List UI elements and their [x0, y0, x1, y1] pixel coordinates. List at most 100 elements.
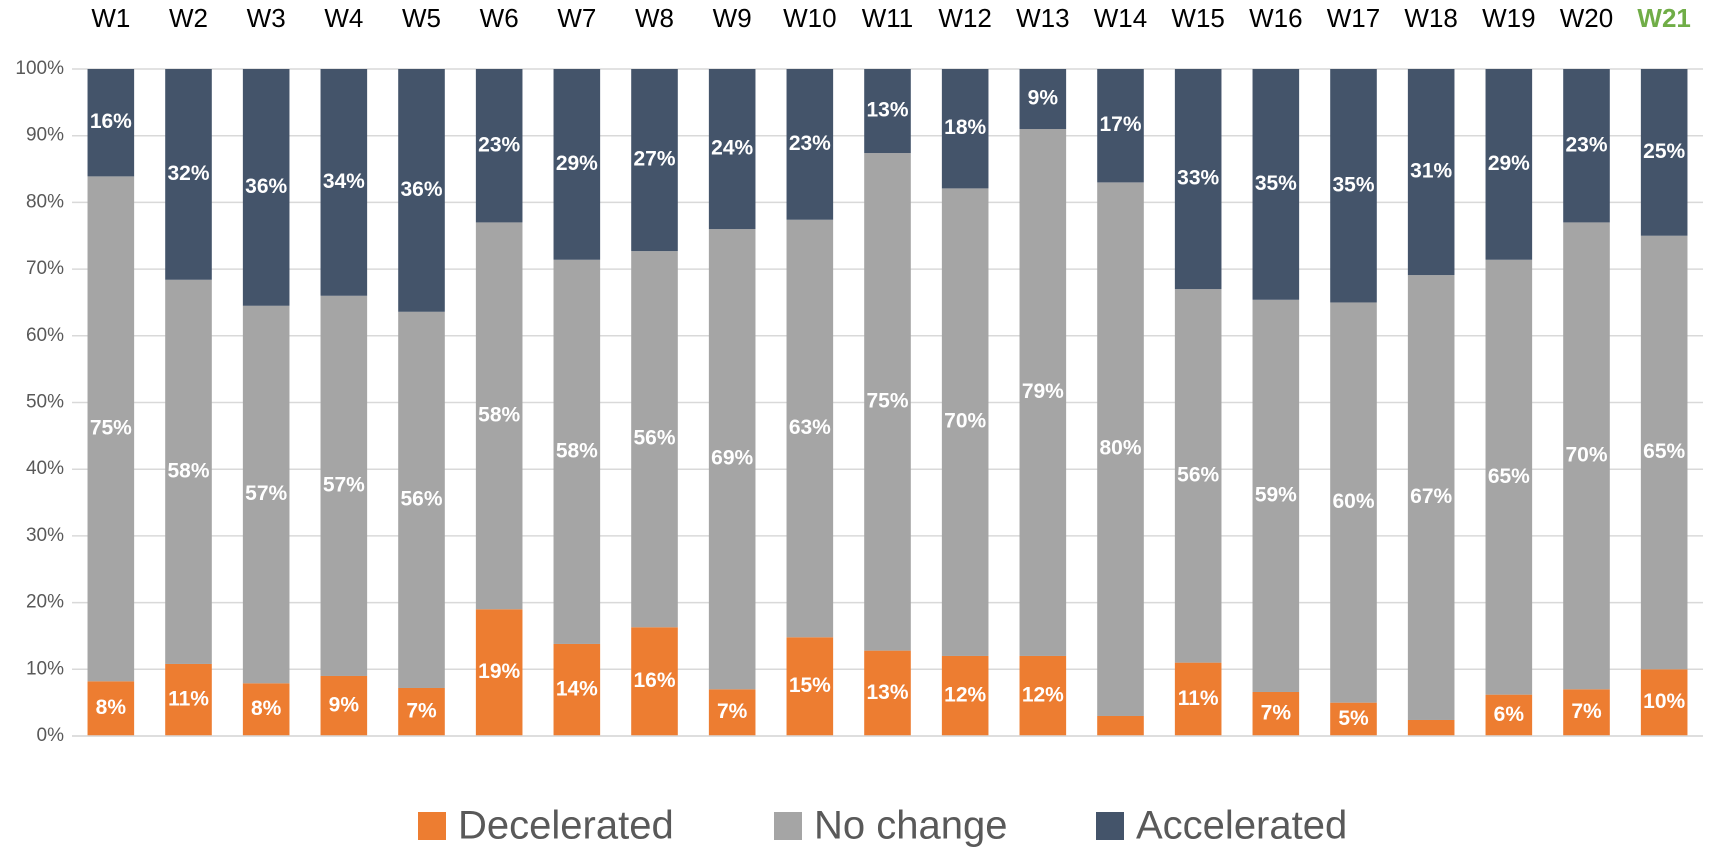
- bar-segment: [320, 675, 368, 736]
- x-tick-label: W13: [1016, 3, 1069, 33]
- value-label: 27%: [633, 148, 675, 171]
- x-tick-label: W15: [1171, 3, 1224, 33]
- bar-segment: [708, 229, 756, 690]
- bar-segment: [475, 609, 523, 736]
- bar-segment: [1563, 69, 1610, 223]
- value-label: 34%: [323, 170, 365, 193]
- y-tick-label: 0%: [37, 725, 65, 746]
- bar-segment: [786, 637, 834, 736]
- value-label: 58%: [167, 459, 209, 482]
- value-label: 35%: [1332, 173, 1374, 196]
- value-label: 24%: [711, 137, 753, 160]
- value-label: 23%: [789, 132, 831, 155]
- bar-segment: [242, 69, 290, 306]
- bar-segment: [786, 219, 834, 638]
- value-label: 63%: [789, 416, 831, 439]
- value-label: 13%: [866, 99, 908, 122]
- bar-segment: [1252, 691, 1300, 736]
- bar-segment: [708, 689, 756, 736]
- bar-segment: [1485, 259, 1533, 695]
- bar-segment: [1174, 662, 1222, 736]
- value-label: 16%: [633, 669, 675, 692]
- value-label: 8%: [96, 696, 127, 719]
- legend-label: No change: [814, 804, 1007, 848]
- value-label: 36%: [245, 175, 287, 198]
- bar-segment: [1563, 689, 1610, 736]
- bar-segment: [1252, 69, 1300, 300]
- bar-segment: [320, 295, 368, 676]
- bar-segment: [1407, 275, 1455, 720]
- bar-segment: [165, 279, 212, 664]
- value-label: 19%: [478, 660, 520, 683]
- bar-segment: [87, 681, 135, 736]
- value-label: 80%: [1099, 437, 1141, 460]
- bar-segment: [87, 69, 135, 177]
- value-label: 23%: [1565, 133, 1607, 156]
- x-tick-label: W11: [862, 3, 914, 33]
- value-label: 70%: [944, 410, 986, 433]
- bar-segment: [1485, 69, 1533, 260]
- x-tick-label: W2: [169, 3, 208, 33]
- bar-segment: [1640, 669, 1688, 736]
- x-tick-label: W18: [1404, 3, 1457, 33]
- value-label: 15%: [789, 674, 831, 697]
- bar-segment: [1174, 289, 1222, 663]
- bar-segment: [1097, 182, 1144, 716]
- bar-segment: [631, 627, 678, 736]
- value-label: 79%: [1022, 380, 1064, 403]
- bar-segment: [1174, 69, 1222, 290]
- bar-segment: [475, 69, 523, 223]
- x-tick-label: W16: [1249, 3, 1302, 33]
- bar-segment: [165, 663, 212, 736]
- x-tick-label: W9: [713, 3, 752, 33]
- bar-segment: [553, 259, 601, 644]
- value-label: 65%: [1643, 440, 1685, 463]
- value-label: 65%: [1488, 465, 1530, 488]
- bar-segment: [1330, 69, 1377, 303]
- x-tick-label: W7: [557, 3, 596, 33]
- x-tick-label: W14: [1094, 3, 1147, 33]
- bar-segment: [864, 650, 911, 736]
- value-label: 9%: [329, 694, 360, 717]
- value-label: 31%: [1410, 160, 1452, 183]
- x-tick-label: W10: [783, 3, 836, 33]
- bar-segment: [320, 69, 368, 296]
- x-tick-label: W6: [480, 3, 519, 33]
- value-label: 70%: [1565, 443, 1607, 466]
- bar-segment: [864, 153, 911, 651]
- value-label: 7%: [1261, 702, 1292, 725]
- value-label: 13%: [866, 681, 908, 704]
- value-label: 58%: [556, 439, 598, 462]
- value-label: 75%: [866, 389, 908, 412]
- value-label: 56%: [400, 487, 442, 510]
- value-label: 35%: [1255, 172, 1297, 195]
- value-label: 23%: [478, 133, 520, 156]
- bar-segment: [398, 687, 445, 736]
- value-label: 67%: [1410, 485, 1452, 508]
- bar-segment: [1019, 69, 1067, 130]
- value-label: 58%: [478, 403, 520, 426]
- value-label: 17%: [1099, 113, 1141, 136]
- y-tick-label: 100%: [15, 58, 64, 79]
- bar-segment: [786, 69, 834, 220]
- x-tick-label: W8: [635, 3, 674, 33]
- bar-segment: [1407, 719, 1455, 736]
- bar-segment: [1097, 69, 1144, 183]
- bar-segment: [1252, 299, 1300, 692]
- y-tick-label: 10%: [26, 658, 64, 679]
- bar-segment: [1485, 694, 1533, 736]
- legend-swatch: [418, 812, 446, 840]
- y-tick-label: 60%: [26, 325, 64, 346]
- y-tick-label: 70%: [26, 258, 64, 279]
- bar-segment: [941, 69, 989, 189]
- value-label: 10%: [1643, 690, 1685, 713]
- value-label: 32%: [167, 162, 209, 185]
- bar-segment: [475, 222, 523, 610]
- bar-segment: [1330, 702, 1377, 736]
- bar-segment: [1019, 129, 1067, 656]
- x-tick-label: W1: [91, 3, 130, 33]
- bar-segment: [941, 655, 989, 736]
- bar-segment: [553, 643, 601, 736]
- y-tick-label: 40%: [26, 458, 64, 479]
